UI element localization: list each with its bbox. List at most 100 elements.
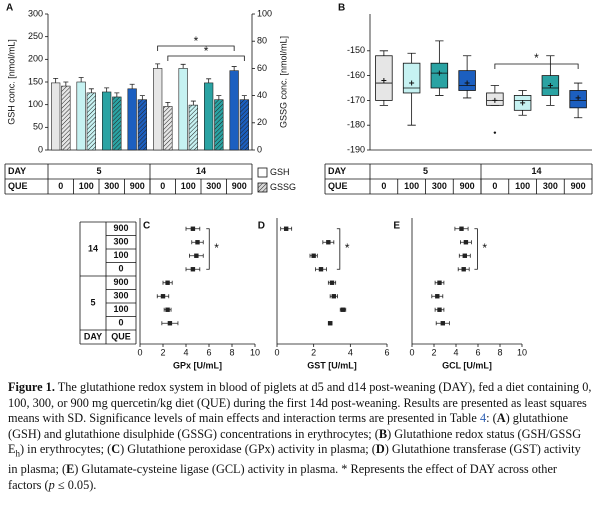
whisker bbox=[546, 55, 555, 76]
table-que: 0 bbox=[118, 264, 123, 274]
table-day: 14 bbox=[88, 243, 98, 253]
whisker bbox=[518, 90, 527, 96]
caption-text: p bbox=[48, 478, 55, 493]
point bbox=[318, 267, 324, 272]
y-tick-label: -170 bbox=[347, 95, 365, 105]
error-bar bbox=[78, 77, 84, 82]
table-que: 300 bbox=[104, 181, 119, 191]
table-header: DAY bbox=[84, 331, 102, 341]
significance-bracket bbox=[157, 45, 235, 51]
point bbox=[165, 280, 170, 285]
bar bbox=[153, 68, 163, 151]
y2-tick-label: 60 bbox=[257, 63, 267, 73]
error-bar bbox=[63, 81, 69, 87]
significance-bracket bbox=[474, 228, 478, 270]
table-que: 100 bbox=[79, 181, 94, 191]
point bbox=[190, 267, 196, 272]
significance-bracket bbox=[336, 228, 341, 270]
significance-bracket bbox=[206, 228, 210, 270]
panel-label: A bbox=[6, 3, 13, 14]
x-tick-label: 4 bbox=[183, 347, 188, 357]
x-tick-label: 0 bbox=[409, 347, 414, 357]
table-day: 14 bbox=[531, 166, 541, 176]
bar bbox=[188, 104, 198, 151]
caption-text: A bbox=[496, 411, 506, 426]
whisker bbox=[462, 90, 472, 99]
caption-text: D bbox=[375, 442, 385, 457]
x-tick-label: 6 bbox=[206, 347, 211, 357]
point bbox=[327, 321, 333, 326]
caption-text: ) Glutathione redox status (GSH/GSSG E bbox=[8, 426, 582, 457]
mean-marker bbox=[464, 80, 470, 86]
significance-star: * bbox=[534, 51, 539, 65]
table-day: 14 bbox=[196, 166, 206, 176]
table-que: 900 bbox=[130, 181, 145, 191]
table-que: 900 bbox=[460, 181, 475, 191]
legend-label: GSH bbox=[270, 167, 290, 177]
point bbox=[311, 253, 316, 258]
y-tick-label: 50 bbox=[33, 122, 43, 132]
x-tick-label: 10 bbox=[517, 347, 527, 357]
table-row-label: DAY bbox=[328, 166, 346, 176]
error-bar bbox=[231, 66, 237, 71]
point bbox=[462, 253, 467, 258]
point bbox=[194, 253, 199, 258]
point bbox=[190, 226, 196, 231]
bar bbox=[239, 99, 249, 151]
bar bbox=[102, 91, 112, 151]
caption-text: C bbox=[111, 442, 121, 457]
table-que: 100 bbox=[515, 181, 530, 191]
point bbox=[463, 240, 469, 245]
mean-marker bbox=[409, 80, 415, 86]
table-que: 100 bbox=[404, 181, 419, 191]
x-tick-label: 0 bbox=[137, 347, 142, 357]
y-tick-label: 100 bbox=[28, 99, 43, 109]
y-tick-label: 200 bbox=[28, 54, 43, 64]
whisker bbox=[435, 88, 444, 96]
outlier bbox=[493, 131, 497, 134]
table-header: QUE bbox=[111, 331, 131, 341]
point bbox=[329, 280, 335, 285]
table-que: 100 bbox=[113, 250, 128, 260]
box bbox=[402, 62, 421, 94]
caption-text: B bbox=[378, 426, 388, 441]
significance-bracket bbox=[167, 55, 245, 61]
y-axis-title: GSH conc. [nmol/mL] bbox=[6, 39, 16, 125]
x-tick-label: 8 bbox=[229, 347, 234, 357]
table-que: 900 bbox=[571, 181, 586, 191]
x-tick-label: 4 bbox=[453, 347, 458, 357]
bar bbox=[137, 99, 147, 151]
x-tick-label: 0 bbox=[274, 347, 279, 357]
point bbox=[437, 280, 442, 285]
table-que: 0 bbox=[118, 318, 123, 328]
significance-star: * bbox=[214, 241, 219, 255]
table-day: 5 bbox=[423, 166, 428, 176]
point bbox=[459, 226, 464, 231]
y-tick-label: -180 bbox=[347, 120, 365, 130]
point bbox=[340, 307, 346, 312]
caption-text: ) Glutathione transferase (GST) activity… bbox=[8, 442, 581, 477]
caption-text[interactable]: 4 bbox=[479, 411, 487, 426]
significance-star: * bbox=[345, 241, 350, 255]
table-que: 0 bbox=[58, 181, 63, 191]
y-tick-label: -150 bbox=[347, 45, 365, 55]
error-bar bbox=[139, 95, 145, 100]
point bbox=[165, 307, 170, 312]
y-tick-label: 250 bbox=[28, 31, 43, 41]
whisker bbox=[573, 82, 583, 91]
error-bar bbox=[180, 63, 186, 69]
mean-marker bbox=[436, 70, 442, 76]
point bbox=[283, 226, 289, 231]
table-que: 300 bbox=[113, 291, 128, 301]
point bbox=[195, 240, 200, 245]
y-tick-label: 0 bbox=[38, 144, 43, 154]
table-row-label: QUE bbox=[328, 181, 348, 191]
point bbox=[326, 240, 331, 245]
mean-marker bbox=[492, 97, 498, 103]
whisker bbox=[407, 52, 416, 64]
whisker bbox=[546, 95, 555, 106]
bar bbox=[112, 96, 122, 151]
x-tick-label: 8 bbox=[497, 347, 502, 357]
